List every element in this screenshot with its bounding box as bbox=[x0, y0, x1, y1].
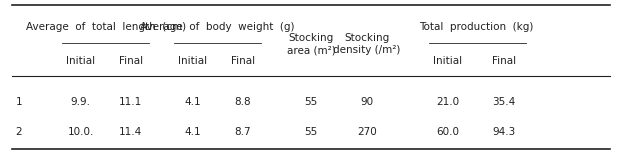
Text: 55: 55 bbox=[304, 127, 318, 137]
Text: Average  of  total  length  (cm): Average of total length (cm) bbox=[26, 22, 186, 32]
Text: 11.1: 11.1 bbox=[119, 97, 142, 107]
Text: Initial: Initial bbox=[67, 56, 95, 66]
Text: Initial: Initial bbox=[434, 56, 462, 66]
Text: 270: 270 bbox=[357, 127, 377, 137]
Text: 4.1: 4.1 bbox=[185, 127, 201, 137]
Text: 11.4: 11.4 bbox=[119, 127, 142, 137]
Text: Stocking
area (m²): Stocking area (m²) bbox=[287, 33, 335, 55]
Text: Final: Final bbox=[231, 56, 254, 66]
Text: 2: 2 bbox=[16, 127, 22, 137]
Text: 55: 55 bbox=[304, 97, 318, 107]
Text: 8.7: 8.7 bbox=[234, 127, 251, 137]
Text: 21.0: 21.0 bbox=[436, 97, 460, 107]
Text: 4.1: 4.1 bbox=[185, 97, 201, 107]
Text: Initial: Initial bbox=[179, 56, 207, 66]
Text: 35.4: 35.4 bbox=[492, 97, 516, 107]
Text: Final: Final bbox=[119, 56, 142, 66]
Text: Total  production  (kg): Total production (kg) bbox=[419, 22, 533, 32]
Text: Average  of  body  weight  (g): Average of body weight (g) bbox=[141, 22, 295, 32]
Text: 10.0.: 10.0. bbox=[68, 127, 94, 137]
Text: 8.8: 8.8 bbox=[234, 97, 251, 107]
Text: 94.3: 94.3 bbox=[492, 127, 516, 137]
Text: 60.0: 60.0 bbox=[437, 127, 459, 137]
Text: 90: 90 bbox=[360, 97, 374, 107]
Text: 1: 1 bbox=[16, 97, 22, 107]
Text: Final: Final bbox=[492, 56, 516, 66]
Text: Stocking
density (/m²): Stocking density (/m²) bbox=[333, 33, 401, 55]
Text: 9.9.: 9.9. bbox=[71, 97, 91, 107]
